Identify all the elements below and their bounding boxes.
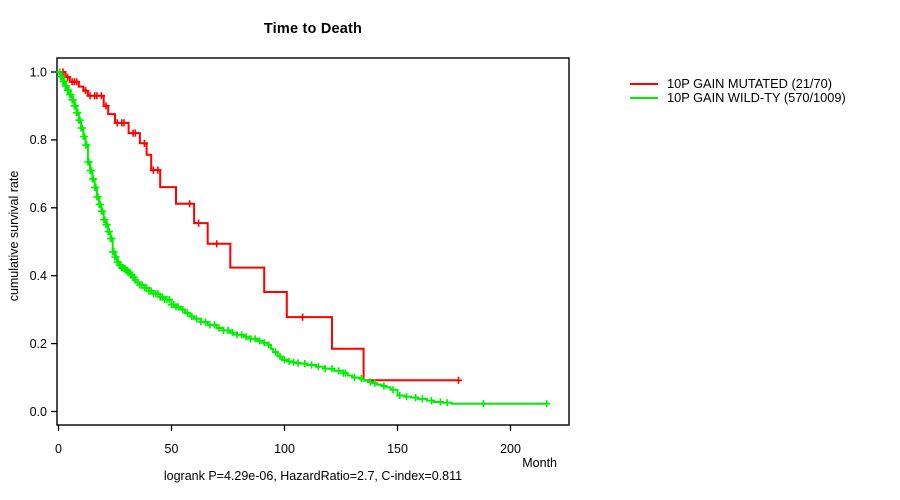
legend-item-mutated: 10P GAIN MUTATED (21/70) <box>630 77 846 91</box>
x-axis-title: Month <box>522 456 557 470</box>
y-tick-label: 0.0 <box>30 405 47 419</box>
y-tick-label: 0.4 <box>30 269 47 283</box>
legend-line-swatch-green <box>630 97 658 99</box>
censor-marks-wildtype <box>56 68 551 408</box>
legend-label-wildtype: 10P GAIN WILD-TY (570/1009) <box>667 90 846 105</box>
y-tick-label: 0.6 <box>30 201 47 215</box>
x-tick-label: 200 <box>500 442 521 456</box>
y-tick-label: 0.2 <box>30 337 47 351</box>
y-tick-label: 0.8 <box>30 133 47 147</box>
legend-label-mutated: 10P GAIN MUTATED (21/70) <box>667 76 832 91</box>
legend-item-wildtype: 10P GAIN WILD-TY (570/1009) <box>630 91 846 105</box>
survival-curve-mutated <box>58 71 459 382</box>
x-tick-label: 0 <box>55 442 62 456</box>
chart-title: Time to Death <box>263 21 363 37</box>
x-tick-label: 100 <box>274 442 295 456</box>
censor-marks-mutated <box>59 68 463 384</box>
survival-curve-wildtype <box>58 71 547 405</box>
x-tick-label: 150 <box>387 442 408 456</box>
stats-annotation: logrank P=4.29e-06, HazardRatio=2.7, C-i… <box>163 469 463 483</box>
y-tick-label: 1.0 <box>30 65 47 79</box>
x-tick-label: 50 <box>165 442 179 456</box>
legend: 10P GAIN MUTATED (21/70) 10P GAIN WILD-T… <box>630 77 846 105</box>
legend-line-swatch-red <box>630 83 658 85</box>
y-axis-title: cumulative survival rate <box>7 170 21 302</box>
plot-frame <box>56 57 570 426</box>
